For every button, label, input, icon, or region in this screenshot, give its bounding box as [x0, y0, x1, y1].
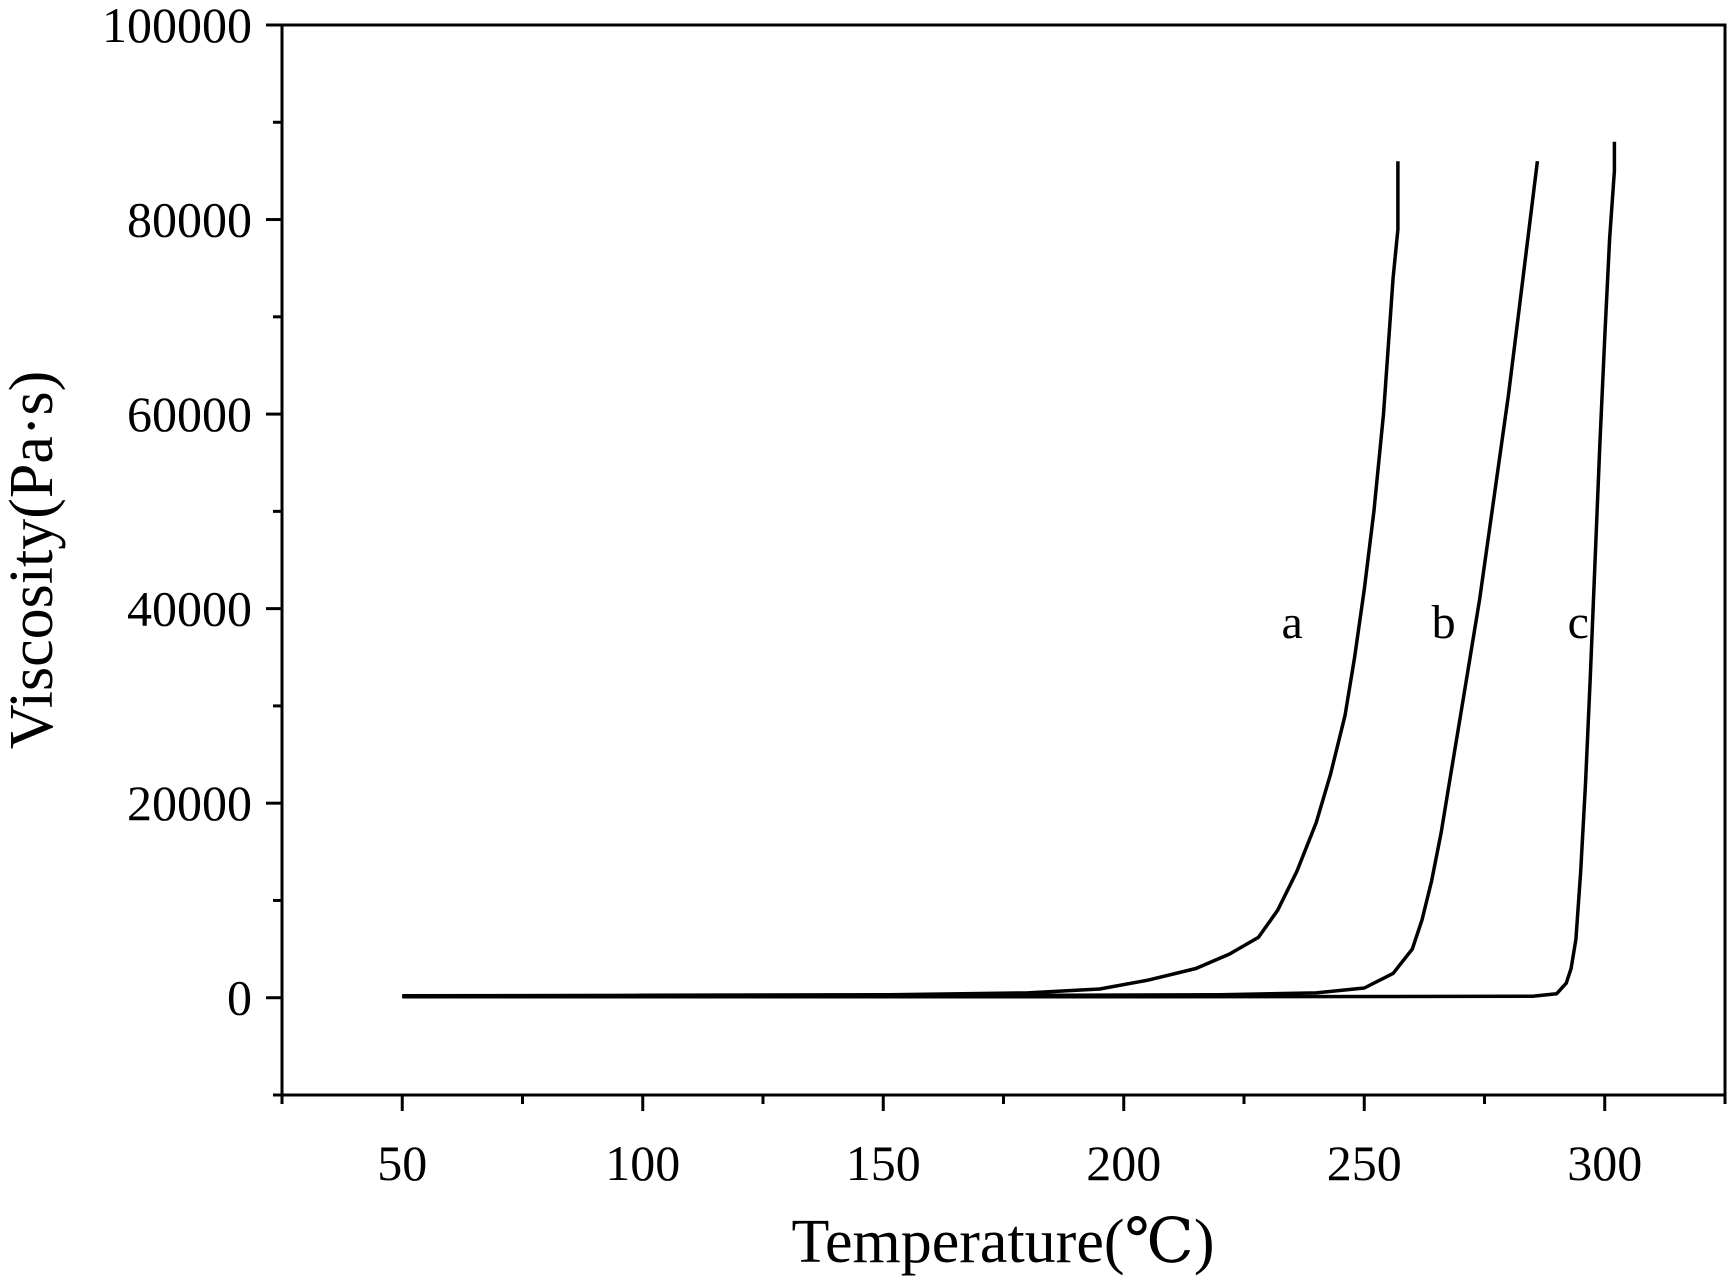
y-tick-label: 0: [227, 970, 252, 1026]
y-tick-label: 100000: [102, 0, 252, 53]
x-tick-label: 150: [846, 1135, 921, 1191]
plot-frame: [280, 23, 1727, 1097]
series-label-c: c: [1568, 596, 1589, 649]
x-axis-title: Temperature(℃): [791, 1208, 1214, 1276]
y-axis-ticks: 0 20000 40000 60000 80000 100000: [102, 0, 282, 1097]
x-tick-label: 50: [377, 1135, 427, 1191]
series-labels: a b c: [1281, 596, 1589, 649]
y-tick-label: 80000: [127, 192, 252, 248]
x-tick-label: 300: [1567, 1135, 1642, 1191]
series-label-b: b: [1432, 596, 1456, 649]
y-tick-label: 40000: [127, 581, 252, 637]
y-axis-title: Viscosity(Pa·s): [0, 371, 66, 750]
series-line-a: [402, 161, 1400, 998]
x-axis-ticks: 50 100 150 200 250 300: [280, 1095, 1727, 1191]
x-tick-label: 250: [1327, 1135, 1402, 1191]
series-label-a: a: [1281, 596, 1302, 649]
series-line-c: [402, 141, 1617, 999]
series-curves: [402, 141, 1617, 999]
series-line-b: [402, 160, 1540, 999]
y-tick-label: 60000: [127, 386, 252, 442]
x-tick-label: 200: [1086, 1135, 1161, 1191]
x-tick-label: 100: [605, 1135, 680, 1191]
y-tick-label: 20000: [127, 775, 252, 831]
